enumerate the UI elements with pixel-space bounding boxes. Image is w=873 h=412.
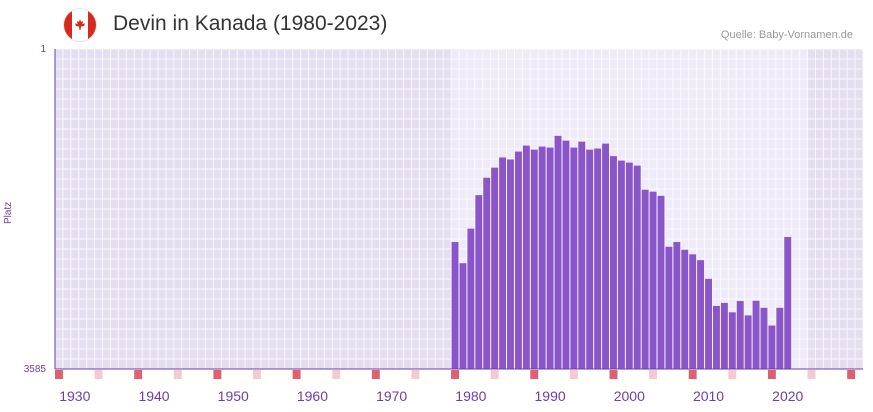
- bar-1991: [554, 135, 562, 369]
- bar-2006: [673, 242, 681, 369]
- x-tick-label-2010: 2010: [693, 388, 724, 404]
- half-decade-marker-1973: [411, 370, 420, 379]
- decade-marker-1938: [134, 370, 143, 379]
- bar-2020: [784, 237, 792, 369]
- decade-marker-1948: [213, 370, 222, 379]
- half-decade-marker-1963: [332, 370, 341, 379]
- chart-title: Devin in Kanada (1980-2023): [113, 12, 388, 35]
- bar-2002: [641, 189, 649, 369]
- decade-marker-1928: [55, 370, 63, 379]
- x-tick-label-1960: 1960: [297, 388, 328, 404]
- decade-marker-2018: [767, 370, 776, 379]
- half-decade-marker-1953: [253, 370, 261, 379]
- half-decade-marker-1943: [173, 370, 182, 379]
- x-tick-label-2000: 2000: [614, 388, 645, 404]
- half-decade-marker-1993: [569, 370, 578, 379]
- x-tick-label-1980: 1980: [455, 388, 486, 404]
- bar-1979: [459, 263, 467, 369]
- decade-marker-1998: [609, 370, 618, 379]
- bar-2007: [681, 249, 689, 369]
- bar-2009: [697, 260, 705, 369]
- bar-2010: [705, 278, 712, 369]
- bar-2014: [736, 301, 744, 369]
- bar-1990: [546, 147, 554, 369]
- bar-1998: [610, 156, 617, 369]
- half-decade-marker-2023: [807, 370, 816, 379]
- bar-2001: [633, 165, 641, 369]
- decade-marker-2028: [847, 370, 856, 379]
- half-decade-marker-2013: [728, 370, 737, 379]
- bar-1999: [617, 160, 625, 369]
- half-decade-marker-2003: [649, 370, 658, 379]
- bar-1980: [467, 228, 475, 369]
- bar-1982: [483, 177, 491, 369]
- bar-1993: [570, 147, 578, 369]
- x-tick-label-1940: 1940: [138, 388, 169, 404]
- y-tick-bottom: 3585: [23, 364, 46, 375]
- decade-marker-1968: [371, 370, 380, 379]
- bar-2016: [752, 300, 760, 369]
- bar-1988: [530, 149, 538, 369]
- bar-1994: [578, 141, 586, 369]
- decade-marker-1988: [530, 370, 539, 379]
- decade-marker-1958: [292, 370, 301, 379]
- x-tick-label-1950: 1950: [218, 388, 249, 404]
- bar-1992: [562, 140, 570, 369]
- canada-flag-icon: [64, 9, 96, 41]
- bar-1981: [475, 195, 483, 369]
- source-link[interactable]: Quelle: Baby-Vornamen.de: [720, 29, 853, 41]
- bar-1995: [586, 149, 594, 369]
- bar-1989: [538, 146, 546, 369]
- bar-2005: [665, 246, 673, 369]
- bar-1978: [451, 242, 459, 369]
- x-tick-label-1970: 1970: [376, 388, 407, 404]
- bar-2018: [768, 325, 776, 369]
- bar-1983: [491, 167, 499, 369]
- bar-2000: [625, 162, 633, 369]
- bar-1986: [514, 151, 522, 369]
- half-decade-marker-1983: [490, 370, 499, 379]
- bar-2004: [657, 195, 665, 369]
- bar-1984: [499, 157, 507, 369]
- bar-1996: [594, 148, 602, 369]
- x-tick-label-1930: 1930: [59, 388, 90, 404]
- bar-2013: [728, 312, 736, 369]
- decade-marker-2008: [688, 370, 697, 379]
- x-tick-label-1990: 1990: [535, 388, 566, 404]
- bar-2003: [649, 191, 657, 369]
- y-tick-top: 1: [40, 44, 46, 55]
- bar-2012: [720, 302, 728, 369]
- bar-2015: [744, 315, 752, 369]
- bar-2011: [712, 305, 720, 369]
- half-decade-marker-1933: [94, 370, 103, 379]
- x-tick-label-2020: 2020: [772, 388, 803, 404]
- bar-2008: [689, 254, 697, 369]
- decade-marker-1978: [451, 370, 459, 379]
- bar-1985: [507, 159, 514, 369]
- bar-1987: [522, 145, 530, 369]
- bar-1997: [602, 143, 610, 369]
- bar-2017: [760, 307, 768, 369]
- bar-2019: [776, 307, 784, 369]
